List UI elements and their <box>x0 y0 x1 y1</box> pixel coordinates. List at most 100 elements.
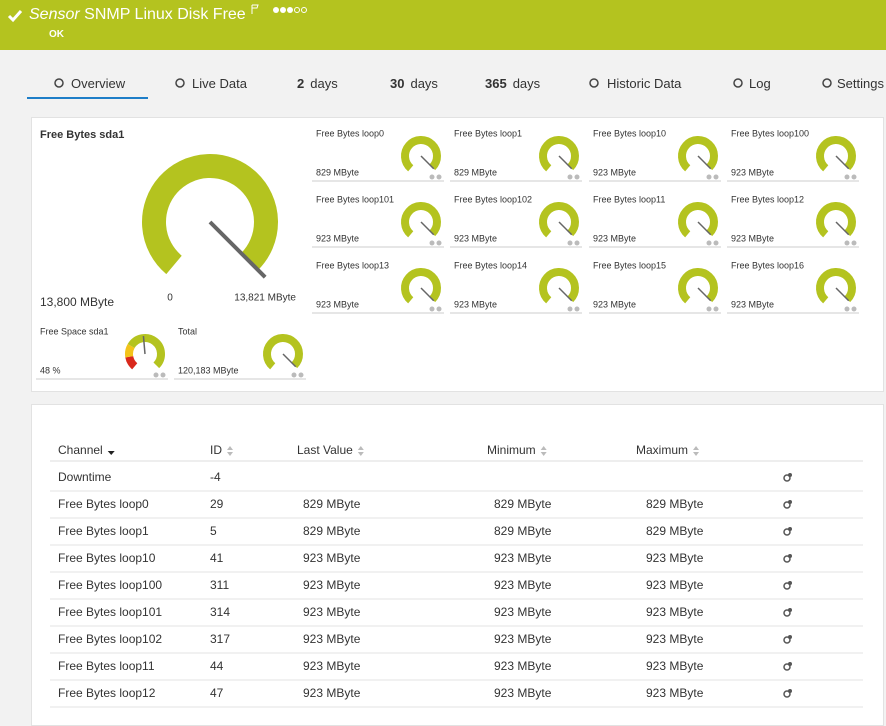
gauge-icon <box>153 372 159 378</box>
tab[interactable]: Live Data <box>192 76 247 91</box>
status: OK <box>49 29 64 40</box>
table-cell: Free Bytes loop100 <box>58 578 162 592</box>
gauge-value: 923 MByte <box>731 233 774 243</box>
gauge-value: 923 MByte <box>593 233 636 243</box>
gauge-value: 923 MByte <box>316 233 359 243</box>
needle <box>697 221 712 236</box>
needle <box>558 221 573 236</box>
gauge-arc <box>127 334 165 369</box>
row-icon <box>783 663 791 671</box>
gauge-arc <box>678 202 718 238</box>
tab-icon <box>822 78 832 88</box>
gauge-title: Free Bytes loop16 <box>731 260 804 270</box>
gauge-panel <box>31 117 884 392</box>
column-header: Channel <box>58 443 103 457</box>
gauge-title: Free Bytes loop15 <box>593 260 666 270</box>
gauge-icon <box>429 306 435 312</box>
table-cell: 829 MByte <box>646 497 704 511</box>
tab[interactable]: 365 days <box>485 76 540 91</box>
gauge-icon <box>713 306 719 312</box>
gauge-title: Free Space sda1 <box>40 326 109 336</box>
table-cell: 923 MByte <box>303 578 361 592</box>
tab[interactable]: Log <box>749 76 771 91</box>
row-icon <box>788 527 792 531</box>
gauge-value: 829 MByte <box>454 167 497 177</box>
row-icon <box>788 500 792 504</box>
gauge-value: 923 MByte <box>593 167 636 177</box>
table-cell: 829 MByte <box>303 497 361 511</box>
row-icon <box>783 555 791 563</box>
row-icon <box>783 501 791 509</box>
row-icon <box>788 608 792 612</box>
needle <box>420 287 435 302</box>
gauge-icon <box>160 372 166 378</box>
tab[interactable]: Settings <box>837 76 884 91</box>
tab-number: 365 <box>485 76 507 91</box>
gauge-icon <box>567 174 573 180</box>
sort-arrow <box>357 446 364 456</box>
check-icon <box>7 10 23 23</box>
table-cell: 923 MByte <box>494 578 552 592</box>
tab-label: Overview <box>71 76 126 91</box>
row-icon <box>788 635 792 639</box>
sort-arrow <box>693 446 700 456</box>
tab[interactable]: 30 days <box>390 76 438 91</box>
gauge-value: 923 MByte <box>731 299 774 309</box>
table-cell: Free Bytes loop0 <box>58 497 149 511</box>
gauge-arc <box>678 136 718 172</box>
table-cell: 923 MByte <box>303 551 361 565</box>
tab-icon <box>175 78 185 88</box>
table-cell: 923 MByte <box>303 659 361 673</box>
table-cell: 314 <box>210 605 230 619</box>
table-cell: 829 MByte <box>494 524 552 538</box>
column-header: Minimum <box>487 443 536 457</box>
tab[interactable]: 2 days <box>297 76 338 91</box>
gauge-value: 120,183 MByte <box>178 365 239 375</box>
sort-arrow <box>227 446 233 456</box>
tab[interactable]: Overview <box>71 76 125 91</box>
table-cell: 41 <box>210 551 224 565</box>
flag-stars <box>251 4 307 14</box>
tab-label: days <box>512 76 541 91</box>
table-cell: 44 <box>210 659 224 673</box>
table-cell: Free Bytes loop101 <box>58 605 162 619</box>
needle <box>697 155 712 170</box>
gauge-icon <box>436 306 442 312</box>
gauge-title: Free Bytes loop14 <box>454 260 527 270</box>
gauge-arc <box>539 202 579 238</box>
tab-icon <box>733 78 743 88</box>
gauge-title: Total <box>178 326 197 336</box>
gauge-icon <box>436 174 442 180</box>
gauge-title: Free Bytes loop10 <box>593 128 666 138</box>
table-cell: 29 <box>210 497 224 511</box>
gauge-arc <box>816 202 856 238</box>
tab[interactable]: Historic Data <box>607 76 681 91</box>
gauge-arc <box>401 268 441 304</box>
needle <box>208 220 267 279</box>
table-cell: 829 MByte <box>494 497 552 511</box>
gauge-icon <box>851 306 857 312</box>
gauge-value: 923 MByte <box>454 233 497 243</box>
needle <box>420 221 435 236</box>
gauge-icon <box>713 174 719 180</box>
tab-label: Log <box>749 76 771 91</box>
gauge-icon <box>851 174 857 180</box>
gauge-icon <box>567 240 573 246</box>
gauge-icon <box>844 174 850 180</box>
table-cell: 923 MByte <box>646 632 704 646</box>
table-cell: 311 <box>210 578 229 592</box>
table-cell: Downtime <box>58 470 112 484</box>
tab-label: days <box>310 76 338 91</box>
row-icon <box>783 609 791 617</box>
column-header: ID <box>210 443 222 457</box>
gauge-arc <box>816 268 856 304</box>
table-cell: 317 <box>210 632 230 646</box>
tab-icon <box>589 78 599 88</box>
table-cell: Free Bytes loop10 <box>58 551 156 565</box>
row-icon <box>788 581 792 585</box>
gauge-icon <box>436 240 442 246</box>
gauge-arc <box>142 154 278 275</box>
gauge-icon <box>844 306 850 312</box>
